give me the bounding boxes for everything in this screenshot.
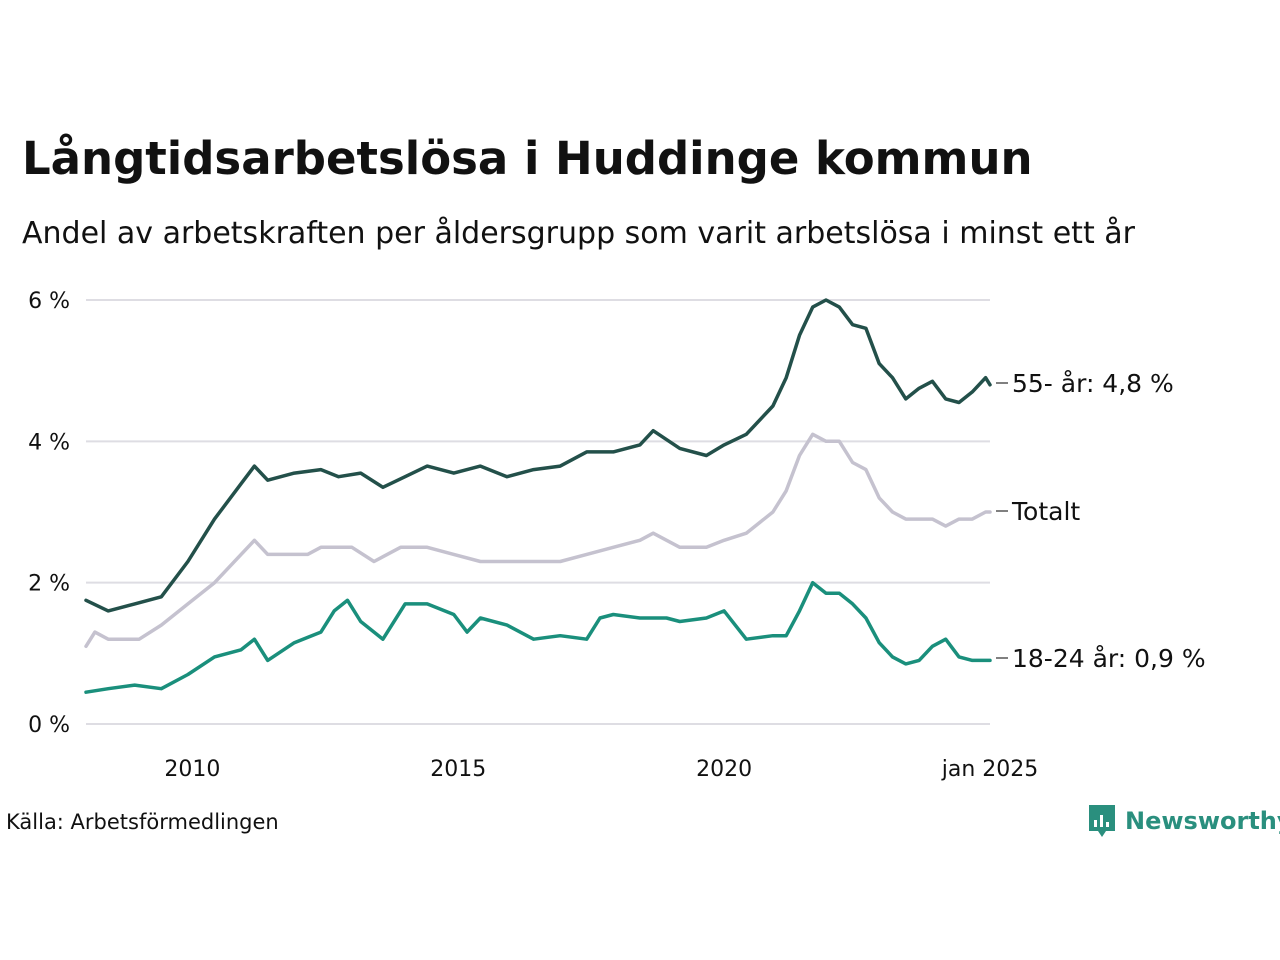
- source-note: Källa: Arbetsförmedlingen: [6, 810, 279, 834]
- series-line-0: [84, 298, 992, 613]
- series-end-label-0: 55- år: 4,8 %: [1012, 369, 1174, 398]
- x-tick-label: 2010: [164, 757, 220, 782]
- chart-subtitle: Andel av arbetskraften per åldersgrupp s…: [22, 216, 1135, 251]
- y-tick-label: 0 %: [28, 713, 70, 738]
- newsworthy-logo-icon: [1089, 805, 1115, 837]
- x-tick-label: jan 2025: [941, 757, 1039, 782]
- newsworthy-logo-text: Newsworthy: [1125, 807, 1280, 835]
- label-layer: 0 % 2 % 4 % 6 % 2010 2015 2020 jan 2025 55- år: …: [28, 289, 1206, 782]
- series-line-1: [84, 432, 992, 649]
- series-end-label-2: 18-24 år: 0,9 %: [1012, 644, 1206, 673]
- y-tick-label: 4 %: [28, 430, 70, 455]
- x-tick-label: 2015: [430, 757, 486, 782]
- y-tick-label: 6 %: [28, 289, 70, 314]
- series-end-label-1: Totalt: [1011, 497, 1080, 526]
- series-line-2: [84, 580, 992, 694]
- y-tick-label: 2 %: [28, 572, 70, 597]
- newsworthy-logo: Newsworthy: [1087, 803, 1280, 839]
- chart-title: Långtidsarbetslösa i Huddinge kommun: [22, 132, 1033, 185]
- series-layer: [84, 298, 992, 694]
- x-tick-label: 2020: [696, 757, 752, 782]
